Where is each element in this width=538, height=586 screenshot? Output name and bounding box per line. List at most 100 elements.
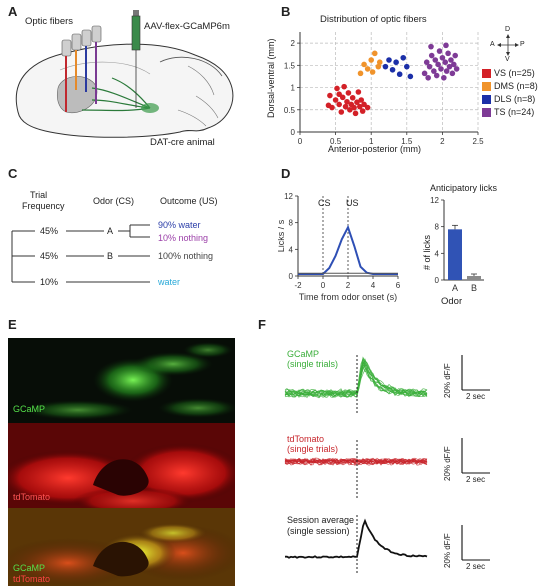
- x-tick-label: -2: [294, 281, 302, 290]
- legend-label: DMS (n=8): [494, 81, 538, 91]
- gcamp-single-trial: [284, 357, 428, 396]
- col-frequency-label: Frequency: [22, 201, 65, 211]
- scatter-point: [359, 108, 366, 114]
- scatter-point: [369, 69, 376, 75]
- merge-gcamp-label: GCaMP: [13, 563, 46, 573]
- scatter-point: [443, 68, 450, 74]
- scatter-point: [341, 83, 347, 90]
- outcome-water-90: 90% water: [158, 220, 201, 230]
- scatter-point: [368, 57, 374, 63]
- virus-label: AAV-flex-GCaMP6m: [144, 21, 230, 32]
- bar-category-label: A: [452, 283, 458, 293]
- panel-a-letter: A: [8, 4, 18, 19]
- bar-a: [448, 229, 462, 280]
- x-tick-label: 0: [321, 281, 326, 290]
- x-tick-label: 0: [298, 137, 303, 146]
- legend-label: DLS (n=8): [494, 94, 536, 104]
- outcome-nothing-100: 100% nothing: [158, 251, 214, 261]
- scale-y-3: 20% dF/F: [443, 533, 452, 568]
- scatter-point: [329, 104, 335, 111]
- micrograph-tdtomato: tdTomato: [8, 423, 235, 508]
- td-trace-title: tdTomato: [287, 434, 325, 444]
- gcamp-image-label: GCaMP: [13, 404, 46, 414]
- x-tick-label: 6: [396, 281, 401, 290]
- scatter-point: [347, 106, 353, 113]
- scatter-point: [352, 110, 359, 117]
- lick-rate-line: [298, 224, 398, 275]
- y-tick-label: 12: [284, 192, 293, 201]
- scale-x-2: 2 sec: [466, 475, 486, 484]
- photometry-traces: [284, 355, 490, 575]
- x-tick-label: 1.5: [401, 137, 413, 146]
- panel-d-letter: D: [281, 166, 291, 181]
- scatter-point: [404, 63, 410, 70]
- anticipatory-title: Anticipatory licks: [430, 183, 498, 193]
- y-tick-label: 2: [291, 39, 296, 48]
- scatter-point: [436, 48, 443, 54]
- trial-structure-tree: [11, 224, 150, 283]
- td-trace-sub: (single trials): [287, 444, 339, 454]
- micrograph-merge: GCaMP tdTomato: [8, 508, 235, 586]
- tdtomato-single-trial: [284, 459, 428, 465]
- scatter-point: [423, 59, 430, 66]
- y-tick-label: 0.5: [284, 106, 296, 115]
- scatter-point: [344, 98, 350, 105]
- scatter-point: [448, 57, 454, 63]
- scatter-point: [364, 66, 371, 72]
- avg-trace-sub: (single session): [287, 526, 350, 536]
- compass-v: V: [505, 56, 510, 63]
- scatter-point: [425, 74, 431, 81]
- session-average-trace: [284, 518, 428, 559]
- scatter-point: [393, 59, 399, 66]
- panel-e-letter: E: [8, 317, 17, 332]
- gcamp-single-trial: [284, 360, 428, 398]
- odor-row-1: A: [107, 226, 114, 236]
- animal-label: DAT-cre animal: [150, 137, 215, 148]
- legend-swatch: [482, 95, 491, 104]
- scatter-point: [396, 71, 403, 78]
- scale-x-1: 2 sec: [466, 392, 486, 401]
- y-tick-label: 4: [435, 249, 440, 258]
- freq-row-1: 45%: [40, 226, 59, 236]
- scatter-point: [354, 99, 360, 106]
- scatter-point: [358, 97, 365, 103]
- scatter-point: [332, 97, 339, 103]
- scatter-point: [364, 104, 371, 111]
- scatter-point: [357, 70, 364, 77]
- scatter-point: [453, 66, 460, 72]
- scatter-point: [432, 57, 439, 63]
- y-tick-label: 8: [435, 223, 440, 232]
- y-tick-label: 8: [289, 219, 294, 228]
- compass-d: D: [505, 26, 511, 33]
- scale-y-2: 20% dF/F: [443, 446, 452, 481]
- bar-b: [467, 276, 481, 280]
- scatter-title: Distribution of optic fibers: [320, 14, 427, 25]
- scatter-point: [438, 66, 444, 72]
- cs-label: CS: [318, 198, 331, 208]
- tdtomato-image-label: tdTomato: [13, 492, 51, 502]
- anticipatory-licks-chart: 0 4 8 12 A B: [430, 196, 484, 293]
- us-label: US: [346, 198, 359, 208]
- scatter-point: [376, 59, 383, 66]
- gcamp-trace-title: GCaMP: [287, 349, 320, 359]
- compass-p: P: [520, 41, 525, 48]
- compass-a: A: [490, 41, 495, 48]
- panel-f-letter: F: [258, 317, 266, 332]
- licks-xlabel: Time from odor onset (s): [299, 292, 397, 302]
- compass-cross-icon: [497, 34, 519, 56]
- odor-row-2: B: [107, 251, 114, 261]
- micrograph-gcamp: GCaMP: [8, 338, 235, 423]
- scatter-point: [441, 74, 447, 81]
- scatter-point: [443, 42, 449, 49]
- y-tick-label: 0: [435, 276, 440, 285]
- scatter-point: [351, 104, 357, 111]
- col-outcome-label: Outcome (US): [160, 196, 218, 206]
- scatter-point: [445, 50, 451, 57]
- scale-y-1: 20% dF/F: [443, 363, 452, 398]
- panel-b-letter: B: [281, 4, 291, 19]
- x-tick-label: 2: [440, 137, 445, 146]
- scatter-point: [433, 72, 440, 79]
- gcamp-trace-sub: (single trials): [287, 359, 339, 369]
- scatter-point: [357, 103, 363, 110]
